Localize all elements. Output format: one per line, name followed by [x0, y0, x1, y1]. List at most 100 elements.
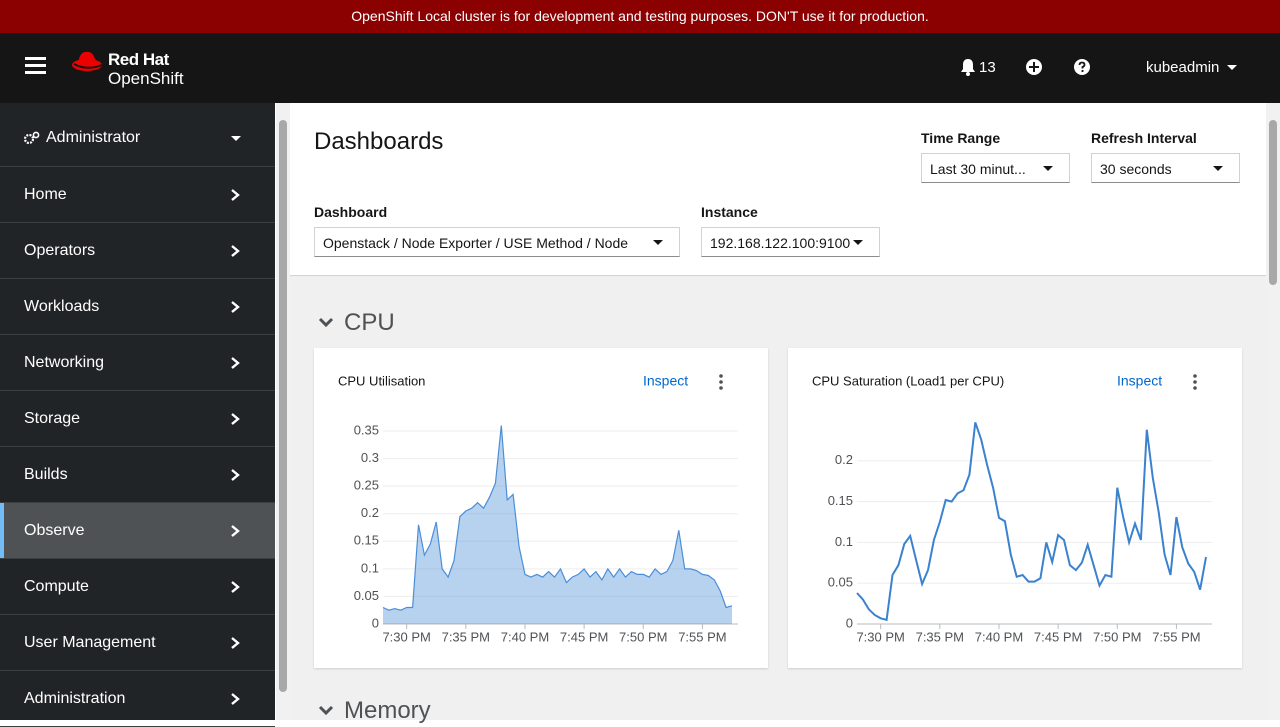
chevron — [231, 525, 240, 537]
nav-item[interactable]: Operators — [0, 223, 275, 279]
chevron-shape — [231, 581, 240, 593]
filter-value: 192.168.122.100:9100 — [710, 235, 851, 251]
nav-item[interactable]: Observe — [0, 503, 275, 559]
y-tick-label: 0 — [846, 615, 853, 630]
chevron-shape — [231, 693, 240, 705]
menu-toggle[interactable] — [24, 55, 48, 79]
filter-select[interactable]: Openstack / Node Exporter / USE Method /… — [314, 227, 680, 257]
brand-line1: Red Hat — [108, 50, 169, 69]
nav-label: Storage — [24, 410, 81, 427]
chevron-shape — [318, 317, 334, 328]
chevron — [231, 693, 240, 705]
inspect-link[interactable]: Inspect — [643, 373, 688, 389]
chevron-shape — [231, 301, 240, 313]
chevron-shape — [231, 469, 240, 481]
cog-icon — [24, 131, 40, 145]
kebab-dot[interactable] — [719, 374, 723, 378]
y-tick-label: 0.1 — [361, 560, 379, 575]
chevron — [231, 469, 240, 481]
section-toggle[interactable] — [318, 317, 334, 329]
x-tick-label: 7:30 PM — [856, 629, 904, 644]
perspective-switcher[interactable]: Administrator — [0, 110, 275, 167]
y-tick-label: 0.3 — [361, 450, 379, 465]
filter-label: Time Range — [921, 130, 1001, 146]
nav-item[interactable]: Builds — [0, 447, 275, 503]
help-icon[interactable] — [1073, 58, 1091, 76]
y-tick-label: 0 — [372, 615, 379, 630]
y-tick-label: 0.05 — [354, 588, 379, 603]
filter-select[interactable]: Last 30 minut... — [921, 153, 1070, 183]
chevron — [231, 301, 240, 313]
nav-label: User Management — [24, 634, 156, 651]
masthead: Red Hat OpenShift 13 kubeadmin — [0, 33, 1280, 103]
y-tick-label: 0.15 — [828, 493, 853, 508]
filter-label: Dashboard — [314, 204, 388, 220]
chevron — [231, 245, 240, 257]
kebab-dot[interactable] — [719, 386, 723, 390]
filter-value: Openstack / Node Exporter / USE Method /… — [323, 235, 629, 251]
kebab-dot[interactable] — [1193, 386, 1197, 390]
sidebar-scrollbar — [276, 103, 290, 720]
chart: CPU Saturation (Load1 per CPU) Inspect 0 0.… — [812, 373, 1212, 644]
page-title: Dashboards — [314, 128, 444, 155]
y-tick-label: 0.2 — [361, 505, 379, 520]
area-fill — [383, 425, 732, 624]
filter-select[interactable]: 192.168.122.100:9100 — [701, 227, 880, 257]
cluster-banner: OpenShift Local cluster is for developme… — [0, 0, 1280, 33]
nav-label: Operators — [24, 242, 96, 259]
filter-value: 30 seconds — [1100, 161, 1172, 177]
chart-title: CPU Utilisation — [338, 373, 425, 388]
x-tick-label: 7:55 PM — [1152, 629, 1200, 644]
x-tick-label: 7:30 PM — [382, 629, 430, 644]
nav-label: Home — [24, 186, 67, 203]
chart-card: CPU Saturation (Load1 per CPU) Inspect 0 0.… — [788, 348, 1242, 668]
nav-item[interactable]: Home — [0, 167, 275, 223]
chevron-shape — [231, 637, 240, 649]
kebab-dot[interactable] — [719, 380, 723, 384]
nav-item[interactable]: Administration — [0, 671, 275, 727]
scroll-thumb[interactable] — [1269, 120, 1277, 285]
nav-item[interactable]: Networking — [0, 335, 275, 391]
inspect-link[interactable]: Inspect — [1117, 373, 1162, 389]
y-tick-label: 0.2 — [835, 452, 853, 467]
scroll-thumb[interactable] — [279, 120, 287, 692]
brand-line2: OpenShift — [108, 69, 184, 88]
nav-item[interactable]: Compute — [0, 559, 275, 615]
chevron — [231, 189, 240, 201]
chevron — [231, 637, 240, 649]
user-menu[interactable]: kubeadmin — [1146, 59, 1220, 76]
y-tick-label: 0.05 — [828, 575, 853, 590]
x-tick-label: 7:40 PM — [975, 629, 1023, 644]
section-title: CPU — [344, 309, 395, 336]
series-line — [856, 422, 1207, 622]
nav-item[interactable]: User Management — [0, 615, 275, 671]
y-tick-label: 0.1 — [835, 534, 853, 549]
x-tick-label: 7:50 PM — [1093, 629, 1141, 644]
notification-count[interactable]: 13 — [979, 59, 996, 76]
redhat-logo — [72, 51, 103, 71]
chevron — [231, 581, 240, 593]
filter-value: Last 30 minut... — [930, 161, 1026, 177]
nav-item[interactable]: Storage — [0, 391, 275, 447]
chevron-shape — [318, 705, 334, 716]
chevron-shape — [231, 525, 240, 537]
nav-label: Administration — [24, 690, 126, 707]
y-tick-label: 0.15 — [354, 533, 379, 548]
add-icon[interactable] — [1025, 58, 1043, 76]
bell-icon[interactable] — [959, 58, 977, 76]
section-toggle[interactable] — [318, 705, 334, 717]
x-tick-label: 7:45 PM — [1034, 629, 1082, 644]
nav-item[interactable]: Workloads — [0, 279, 275, 335]
nav-label: Builds — [24, 466, 68, 483]
x-tick-label: 7:45 PM — [560, 629, 608, 644]
area-line — [382, 425, 733, 611]
caret-shape — [1043, 166, 1053, 171]
kebab-dot[interactable] — [1193, 380, 1197, 384]
chart-title: CPU Saturation (Load1 per CPU) — [812, 373, 1004, 388]
chevron-shape — [231, 413, 240, 425]
y-tick-label: 0.25 — [354, 478, 379, 493]
chevron-shape — [231, 357, 240, 369]
kebab-dot[interactable] — [1193, 374, 1197, 378]
nav-label: Networking — [24, 354, 105, 371]
